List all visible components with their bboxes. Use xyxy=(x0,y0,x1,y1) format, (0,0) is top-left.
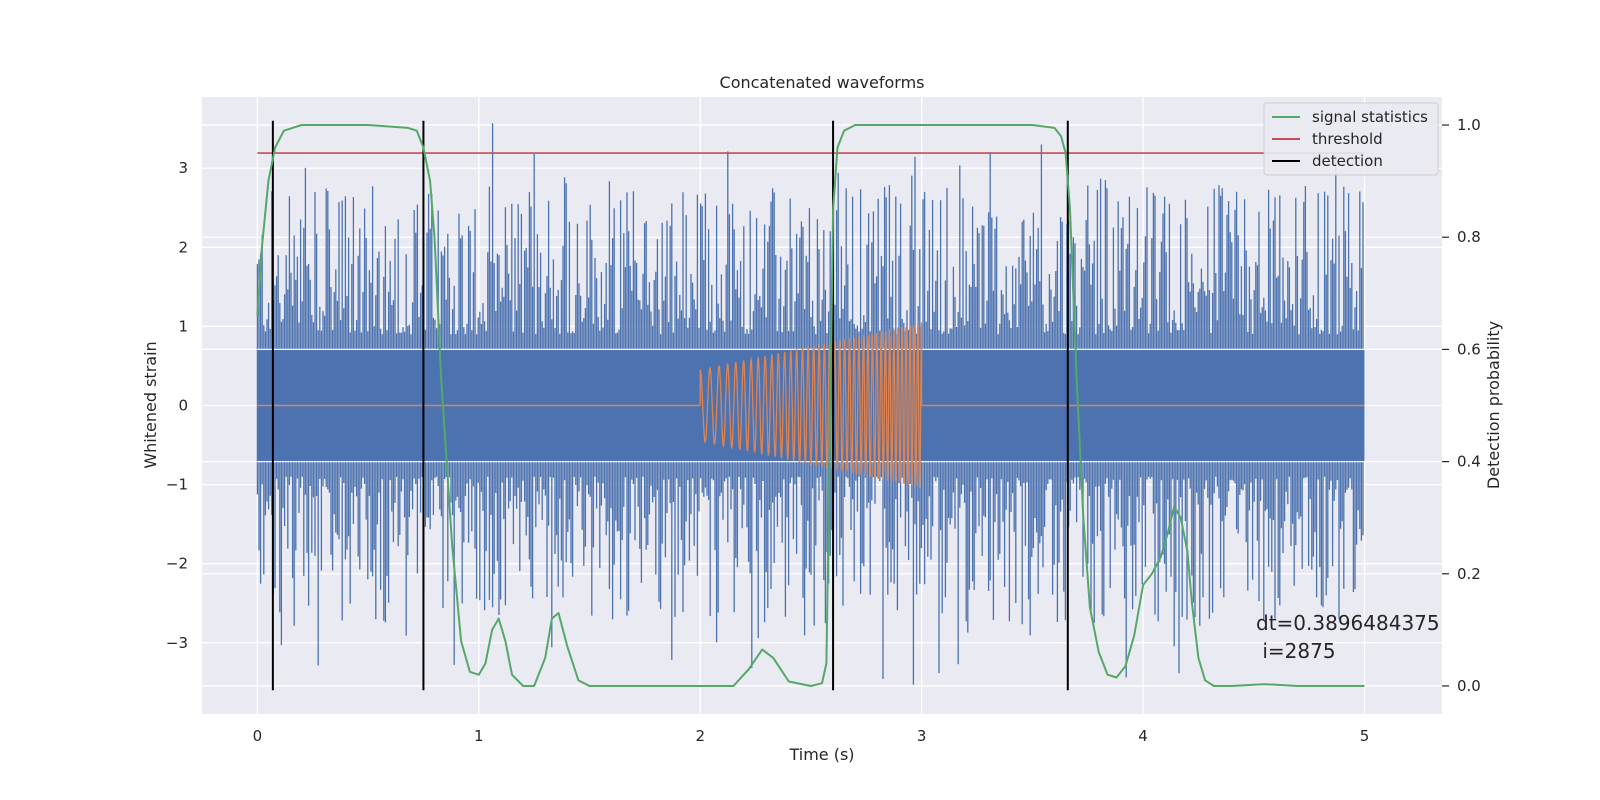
legend: signal statistics threshold detection xyxy=(1263,102,1439,176)
x-axis-label: Time (s) xyxy=(788,745,854,764)
signal-statistics-line xyxy=(256,124,1365,687)
y2-tick-label: 0.0 xyxy=(1457,677,1481,695)
chart-title: Concatenated waveforms xyxy=(720,73,925,92)
x-tick-label: 1 xyxy=(474,727,484,745)
y-tick-label: −1 xyxy=(166,476,188,494)
x-tick-label: 0 xyxy=(253,727,263,745)
annotation-dt: dt=0.3896484375 xyxy=(1256,611,1440,635)
chirp-series xyxy=(257,322,1365,489)
y2-axis-ticks: 0.0 0.2 0.4 0.6 0.8 1.0 xyxy=(1442,116,1481,695)
y2-tick-label: 0.8 xyxy=(1457,228,1481,246)
y-tick-label: 2 xyxy=(178,238,188,256)
y2-tick-label: 0.2 xyxy=(1457,565,1481,583)
y2-tick-label: 1.0 xyxy=(1457,116,1481,134)
x-tick-label: 2 xyxy=(695,727,705,745)
y2-tick-label: 0.6 xyxy=(1457,340,1481,358)
y2-tick-label: 0.4 xyxy=(1457,453,1481,471)
legend-label: detection xyxy=(1312,152,1383,170)
legend-label: signal statistics xyxy=(1312,108,1428,126)
signal-statistics-series xyxy=(256,124,1365,687)
x-axis-ticks: 0 1 2 3 4 5 xyxy=(253,727,1370,745)
y-axis-ticks: −3 −2 −1 0 1 2 3 xyxy=(166,159,188,652)
legend-frame xyxy=(1263,102,1439,176)
y-tick-label: 3 xyxy=(178,159,188,177)
x-tick-label: 5 xyxy=(1360,727,1370,745)
x-tick-label: 4 xyxy=(1138,727,1148,745)
y-axis-label: Whitened strain xyxy=(141,341,160,468)
chirp-line xyxy=(699,322,923,489)
y-tick-label: 0 xyxy=(178,397,188,415)
annotation-i: i=2875 xyxy=(1256,639,1336,663)
y2-axis-label: Detection probability xyxy=(1484,321,1503,489)
legend-label: threshold xyxy=(1312,130,1383,148)
y-tick-label: −3 xyxy=(166,634,188,652)
y-tick-label: 1 xyxy=(178,317,188,335)
y-tick-label: −2 xyxy=(166,555,188,573)
x-tick-label: 3 xyxy=(917,727,927,745)
